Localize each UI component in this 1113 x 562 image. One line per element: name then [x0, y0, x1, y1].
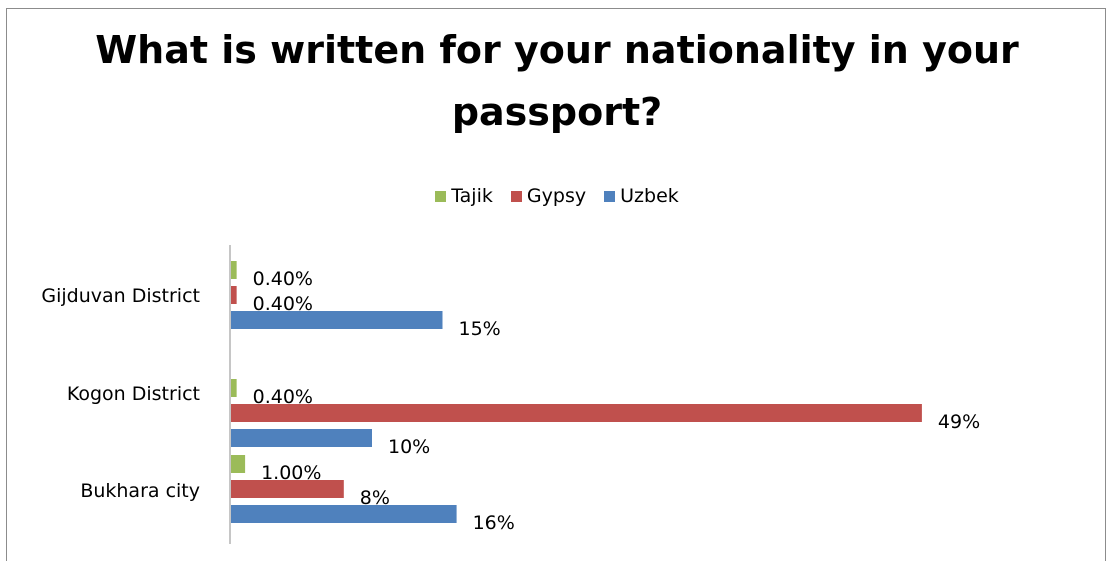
bar-plot: Gijduvan District 0.40% 0.40% 15% Kogon Dist…: [41, 245, 980, 544]
bar-tajik: [231, 261, 237, 279]
legend-swatch-gypsy: [510, 191, 522, 202]
category-label: Bukhara city: [80, 480, 200, 502]
data-label: 15%: [459, 318, 501, 340]
bar-tajik: [231, 455, 246, 473]
legend-label-tajik: Tajik: [451, 185, 493, 207]
data-label: 0.40%: [253, 268, 313, 290]
legend-label-uzbek: Uzbek: [620, 185, 679, 207]
data-label: 8%: [360, 487, 390, 509]
legend-label-gypsy: Gypsy: [526, 185, 587, 207]
chart-title-line-2: passport?: [451, 90, 663, 134]
bar-gypsy: [231, 480, 344, 498]
legend-item-uzbek: Uzbek: [604, 185, 679, 207]
bar-uzbek: [231, 505, 457, 523]
data-label: 0.40%: [253, 386, 313, 408]
bar-gypsy: [231, 286, 237, 304]
bar-tajik: [231, 379, 237, 397]
legend-swatch-uzbek: [604, 191, 616, 202]
chart-title: What is written for your nationality in …: [7, 19, 1107, 143]
bar-gypsy: [231, 404, 922, 422]
legend-swatch-tajik: [435, 191, 447, 202]
data-label: 1.00%: [261, 462, 321, 484]
legend-item-tajik: Tajik: [435, 185, 493, 207]
chart-title-line-1: What is written for your nationality in …: [95, 28, 1019, 72]
data-label: 10%: [388, 436, 430, 458]
chart-legend: Tajik Gypsy Uzbek: [7, 185, 1107, 207]
category-label: Gijduvan District: [41, 285, 200, 307]
data-label: 0.40%: [253, 293, 313, 315]
data-label: 16%: [473, 512, 515, 534]
data-label: 49%: [938, 411, 980, 433]
chart-frame: What is written for your nationality in …: [6, 8, 1106, 561]
legend-item-gypsy: Gypsy: [510, 185, 587, 207]
bar-uzbek: [231, 429, 372, 447]
bar-uzbek: [231, 311, 443, 329]
category-label: Kogon District: [67, 383, 200, 405]
